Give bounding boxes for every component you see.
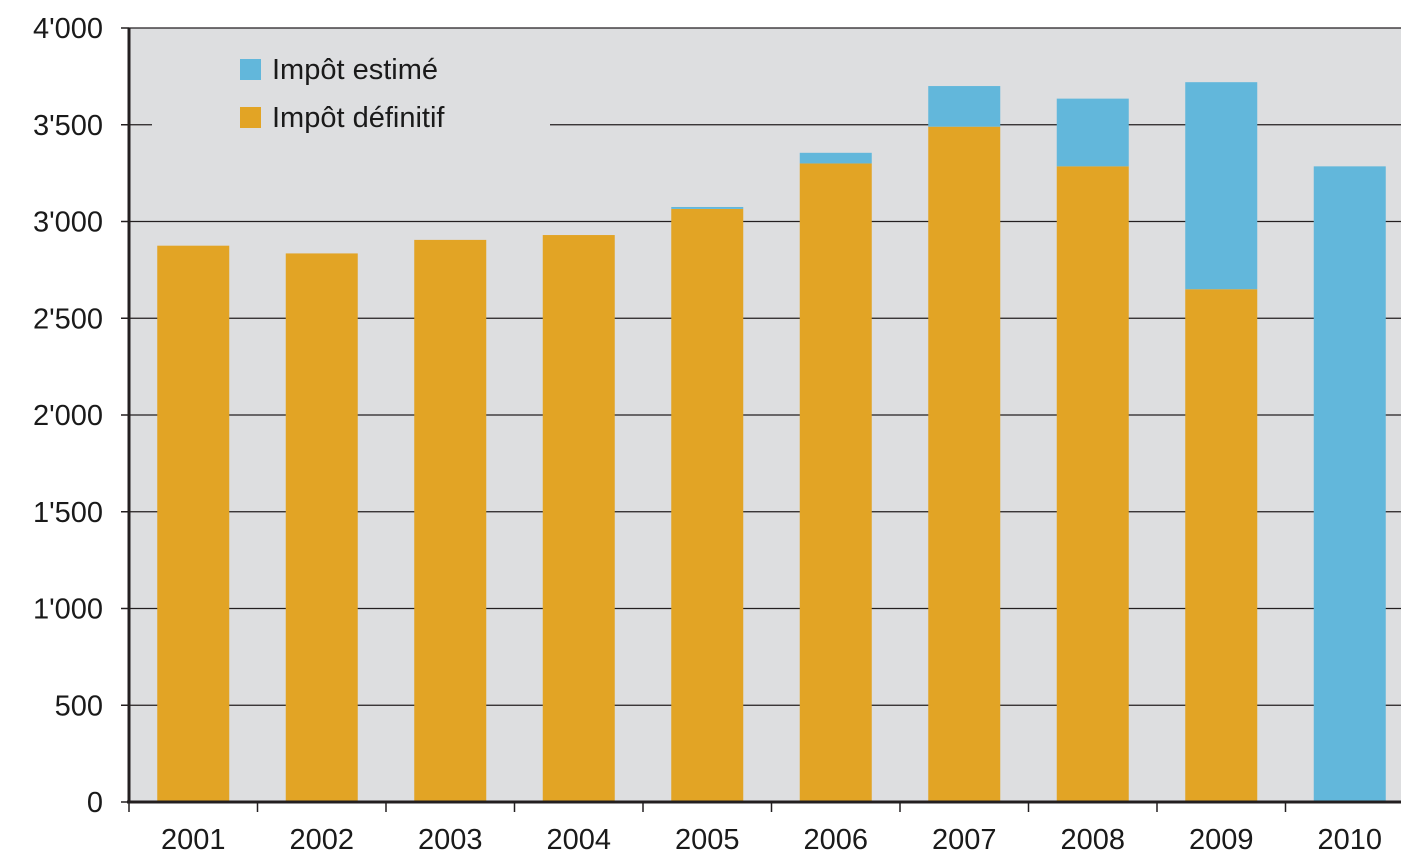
bar-2003-definitif	[414, 239, 487, 802]
legend-swatch-definitif	[240, 107, 261, 128]
y-tick-label-7: 3'500	[33, 110, 103, 142]
y-tick-labels: 0 500 1'000 1'500 2'000 2'500 3'000 3'500 4'000	[33, 13, 103, 819]
y-tick-label-8: 4'000	[33, 13, 103, 45]
bar-2002-definitif	[285, 253, 358, 803]
bar-2009-definitif	[1185, 289, 1258, 803]
bar-2009-estime	[1185, 82, 1258, 290]
y-tick-label-5: 2'500	[33, 303, 103, 335]
legend-box	[152, 45, 550, 147]
axes	[121, 27, 1401, 812]
bar-2007-definitif	[928, 126, 1001, 802]
bar-2010-estime	[1313, 166, 1386, 803]
x-tick-label-2009: 2009	[1189, 824, 1254, 856]
x-tick-label-2010: 2010	[1317, 824, 1382, 856]
y-tick-label-0: 0	[87, 787, 103, 819]
legend-swatch-estime	[240, 59, 261, 80]
x-tick-label-2003: 2003	[418, 824, 483, 856]
bar-2008-estime	[1056, 98, 1129, 167]
bars	[157, 82, 1386, 803]
x-tick-label-2001: 2001	[161, 824, 226, 856]
bar-2005-estime	[671, 206, 744, 209]
y-tick-label-1: 500	[55, 690, 103, 722]
x-tick-label-2002: 2002	[289, 824, 354, 856]
bar-2006-definitif	[799, 163, 872, 802]
legend: Impôt estimé Impôt définitif	[152, 45, 550, 147]
legend-label-estime: Impôt estimé	[272, 54, 438, 86]
bar-2001-definitif	[157, 245, 230, 802]
bar-2006-estime	[799, 152, 872, 164]
x-tick-label-2008: 2008	[1060, 824, 1125, 856]
y-tick-label-3: 1'500	[33, 497, 103, 529]
x-tick-labels: 2001 2002 2003 2004 2005 2006 2007 2008 2009 2010	[161, 824, 1382, 856]
bar-2008-definitif	[1056, 166, 1129, 803]
y-tick-label-4: 2'000	[33, 400, 103, 432]
x-tick-label-2007: 2007	[932, 824, 997, 856]
x-tick-label-2006: 2006	[803, 824, 868, 856]
y-tick-label-2: 1'000	[33, 594, 103, 626]
x-tick-label-2005: 2005	[675, 824, 740, 856]
x-tick-label-2004: 2004	[546, 824, 611, 856]
legend-label-definitif: Impôt définitif	[272, 102, 445, 134]
bar-2007-estime	[928, 86, 1001, 127]
bar-2004-definitif	[542, 235, 615, 803]
y-tick-label-6: 3'000	[33, 207, 103, 239]
bar-2005-definitif	[671, 208, 744, 803]
